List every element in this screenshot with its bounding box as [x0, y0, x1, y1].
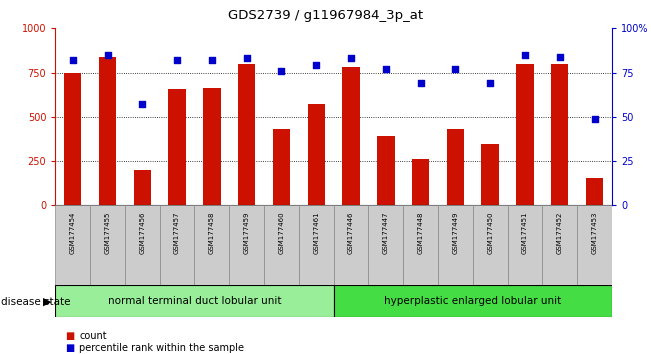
Point — [311, 63, 322, 68]
Bar — [99, 57, 117, 205]
Point — [485, 80, 495, 86]
Bar — [403, 205, 438, 285]
Bar — [368, 205, 403, 285]
Point — [206, 57, 217, 63]
Bar — [412, 159, 429, 205]
Point — [137, 102, 148, 107]
Bar — [55, 205, 90, 285]
Point — [346, 56, 356, 61]
Point — [415, 80, 426, 86]
Point — [589, 116, 600, 121]
Text: GDS2739 / g11967984_3p_at: GDS2739 / g11967984_3p_at — [228, 9, 423, 22]
Text: GSM177459: GSM177459 — [243, 212, 250, 254]
Bar — [542, 205, 577, 285]
Text: disease state: disease state — [1, 297, 71, 307]
Bar — [551, 64, 568, 205]
Bar — [159, 205, 195, 285]
Text: GSM177450: GSM177450 — [487, 212, 493, 254]
Text: GSM177457: GSM177457 — [174, 212, 180, 254]
Text: GSM177452: GSM177452 — [557, 212, 562, 254]
Bar — [264, 205, 299, 285]
Bar — [438, 205, 473, 285]
Text: count: count — [79, 331, 107, 341]
Text: GSM177454: GSM177454 — [70, 212, 76, 254]
Bar — [333, 205, 368, 285]
Bar — [133, 170, 151, 205]
Bar — [64, 73, 81, 205]
Bar — [377, 136, 395, 205]
Bar — [229, 205, 264, 285]
Point — [519, 52, 530, 58]
Point — [242, 56, 252, 61]
Bar — [473, 205, 508, 285]
Text: GSM177447: GSM177447 — [383, 212, 389, 254]
Point — [450, 66, 461, 72]
Point — [172, 57, 182, 63]
Bar — [577, 205, 612, 285]
Text: normal terminal duct lobular unit: normal terminal duct lobular unit — [107, 296, 281, 306]
Bar — [307, 104, 325, 205]
Bar — [125, 205, 159, 285]
Point — [381, 66, 391, 72]
Text: GSM177453: GSM177453 — [592, 212, 598, 254]
Bar — [169, 88, 186, 205]
Point — [102, 52, 113, 58]
Point — [68, 57, 78, 63]
Text: GSM177455: GSM177455 — [105, 212, 111, 254]
Bar — [516, 64, 534, 205]
Text: ■: ■ — [65, 343, 74, 353]
Bar — [238, 64, 255, 205]
Text: GSM177449: GSM177449 — [452, 212, 458, 254]
Text: GSM177458: GSM177458 — [209, 212, 215, 254]
Bar — [482, 144, 499, 205]
Text: GSM177451: GSM177451 — [522, 212, 528, 254]
Bar — [586, 178, 603, 205]
Bar — [195, 205, 229, 285]
Bar — [447, 129, 464, 205]
Bar — [333, 285, 612, 317]
Text: GSM177448: GSM177448 — [417, 212, 424, 254]
Bar — [299, 205, 333, 285]
Text: ▶: ▶ — [43, 297, 51, 307]
Text: GSM177461: GSM177461 — [313, 212, 319, 254]
Text: hyperplastic enlarged lobular unit: hyperplastic enlarged lobular unit — [384, 296, 561, 306]
Bar — [342, 67, 360, 205]
Bar — [508, 205, 542, 285]
Text: percentile rank within the sample: percentile rank within the sample — [79, 343, 244, 353]
Bar — [273, 129, 290, 205]
Bar — [55, 285, 333, 317]
Point — [555, 54, 565, 59]
Text: GSM177460: GSM177460 — [279, 212, 284, 254]
Text: GSM177446: GSM177446 — [348, 212, 354, 254]
Text: ■: ■ — [65, 331, 74, 341]
Bar — [90, 205, 125, 285]
Bar — [203, 88, 221, 205]
Point — [276, 68, 286, 74]
Text: GSM177456: GSM177456 — [139, 212, 145, 254]
